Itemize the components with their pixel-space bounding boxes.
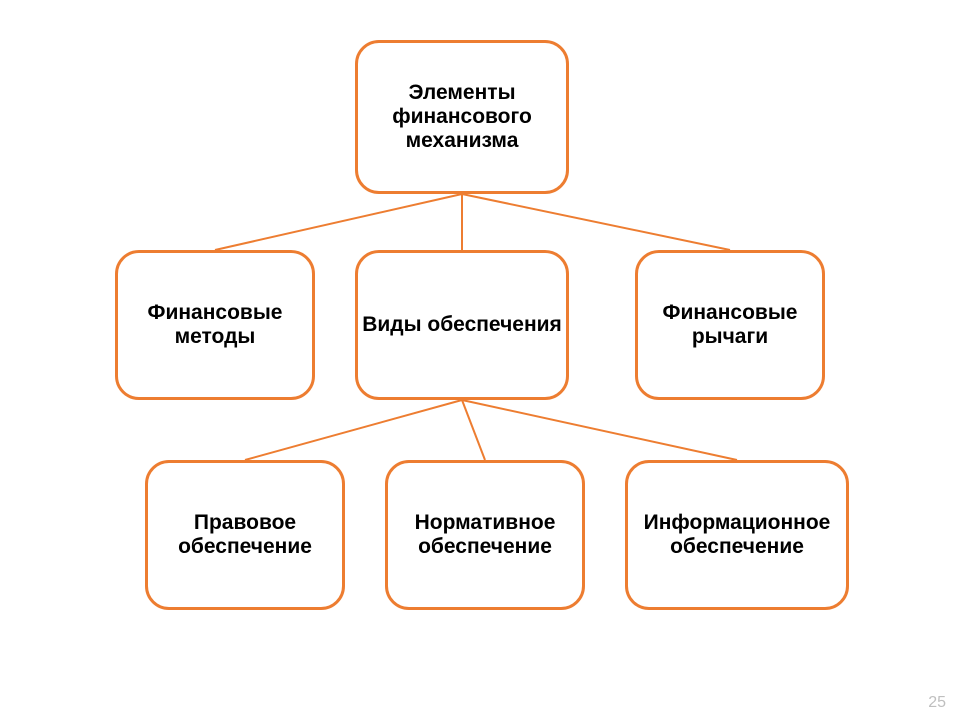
node-g1-label: Правовое обеспечение: [148, 511, 342, 559]
node-g1: Правовое обеспечение: [145, 460, 345, 610]
node-c3: Финансовые рычаги: [635, 250, 825, 400]
node-root-label: Элементы финансового механизма: [358, 81, 566, 153]
node-g3: Информационное обеспечение: [625, 460, 849, 610]
page-number: 25: [928, 694, 946, 712]
node-c2: Виды обеспечения: [355, 250, 569, 400]
node-c1: Финансовые методы: [115, 250, 315, 400]
node-root: Элементы финансового механизма: [355, 40, 569, 194]
node-c1-label: Финансовые методы: [118, 301, 312, 349]
node-g3-label: Информационное обеспечение: [628, 511, 846, 559]
node-c3-label: Финансовые рычаги: [638, 301, 822, 349]
node-g2-label: Нормативное обеспечение: [388, 511, 582, 559]
node-g2: Нормативное обеспечение: [385, 460, 585, 610]
node-c2-label: Виды обеспечения: [362, 313, 562, 337]
